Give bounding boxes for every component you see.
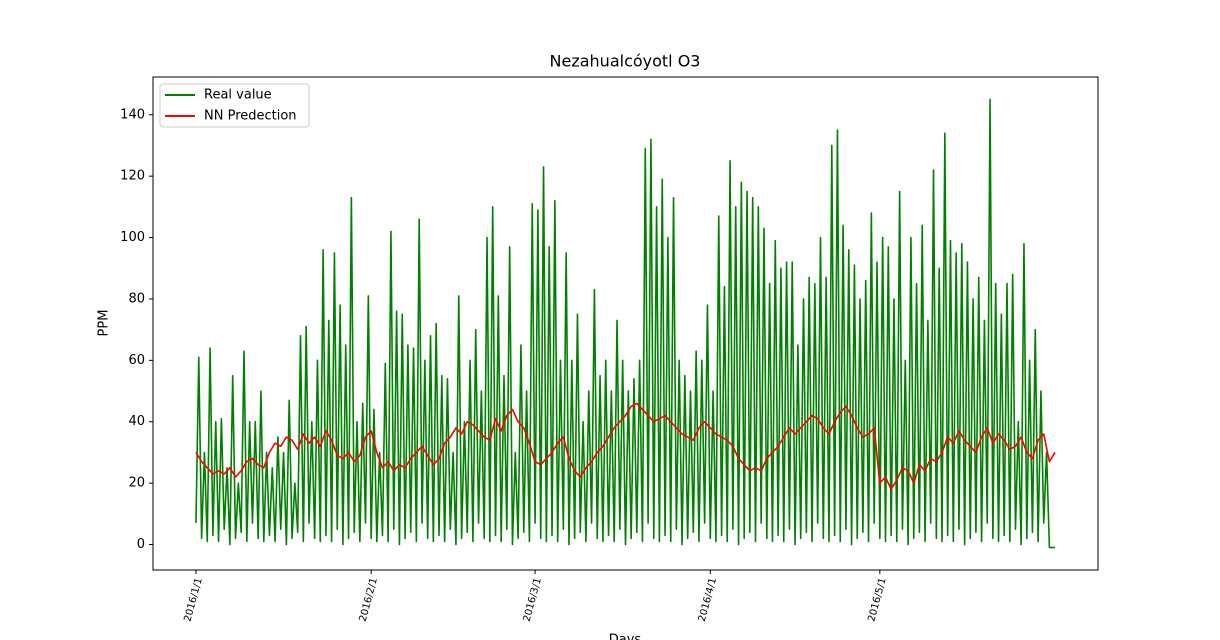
y-tick-label: 60 — [128, 353, 145, 368]
y-tick-label: 40 — [128, 414, 145, 429]
y-tick-label: 140 — [120, 107, 145, 122]
y-tick-label: 20 — [128, 476, 145, 491]
y-tick-label: 0 — [137, 537, 145, 552]
chart-title: Nezahualcóyotl O3 — [550, 52, 701, 71]
axes-frame — [152, 76, 1099, 571]
y-axis-label: PPM — [97, 310, 112, 337]
legend-label: Real value — [204, 88, 272, 103]
series-line — [195, 402, 1056, 491]
series-line — [195, 98, 1056, 549]
y-tick-label: 120 — [120, 169, 145, 184]
y-tick-label: 100 — [120, 230, 145, 245]
x-axis-label: Days — [609, 633, 642, 640]
y-tick-label: 80 — [128, 291, 145, 306]
legend-label: NN Predection — [204, 109, 297, 124]
legend-box — [159, 83, 310, 128]
